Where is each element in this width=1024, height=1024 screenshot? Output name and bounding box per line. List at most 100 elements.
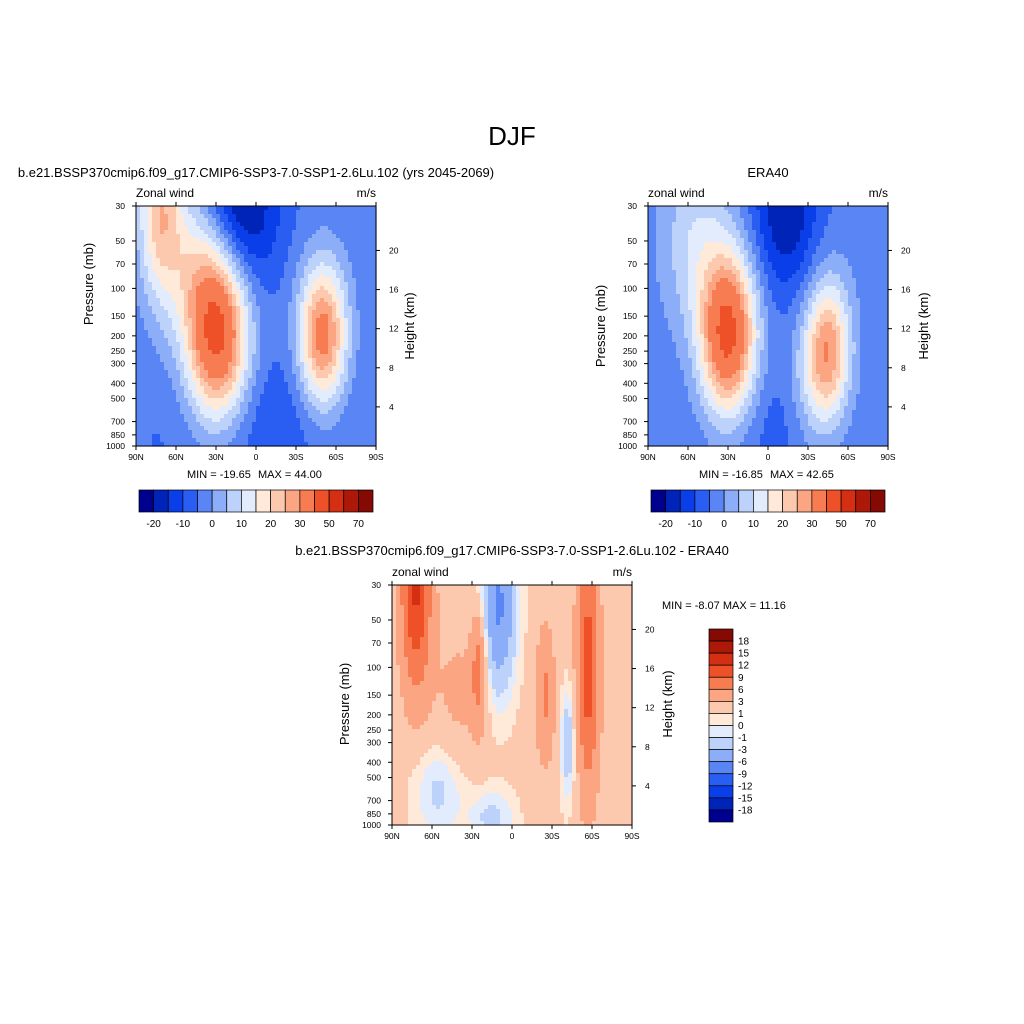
- contour-cell: [236, 222, 241, 227]
- contour-cell: [232, 410, 237, 415]
- contour-cell: [808, 282, 813, 287]
- contour-cell: [796, 230, 801, 235]
- contour-cell: [732, 226, 737, 231]
- contour-cell: [240, 326, 245, 331]
- contour-cell: [160, 406, 165, 411]
- contour-cell: [236, 258, 241, 263]
- contour-cell: [236, 246, 241, 251]
- contour-cell: [272, 354, 277, 359]
- contour-cell: [160, 258, 165, 263]
- contour-cell: [372, 302, 377, 307]
- contour-cell: [856, 286, 861, 291]
- contour-cell: [244, 358, 249, 363]
- contour-cell: [776, 206, 781, 211]
- contour-cell: [696, 286, 701, 291]
- contour-cell: [312, 342, 317, 347]
- contour-cell: [260, 394, 265, 399]
- contour-cell: [136, 382, 141, 387]
- contour-cell: [304, 442, 309, 447]
- contour-cell: [204, 238, 209, 243]
- contour-cell: [296, 318, 301, 323]
- contour-cell: [208, 402, 213, 407]
- contour-cell: [264, 398, 269, 403]
- contour-cell: [160, 318, 165, 323]
- contour-cell: [328, 222, 333, 227]
- contour-cell: [180, 210, 185, 215]
- contour-cell: [152, 282, 157, 287]
- contour-cell: [252, 314, 257, 319]
- contour-cell: [228, 286, 233, 291]
- contour-cell: [784, 206, 789, 211]
- contour-cell: [248, 286, 253, 291]
- contour-cell: [652, 222, 657, 227]
- contour-cell: [656, 262, 661, 267]
- contour-cell: [712, 218, 717, 223]
- contour-cell: [812, 278, 817, 283]
- contour-cell: [164, 246, 169, 251]
- contour-cell: [224, 346, 229, 351]
- contour-cell: [760, 222, 765, 227]
- contour-cell: [308, 210, 313, 215]
- contour-cell: [224, 338, 229, 343]
- contour-cell: [796, 254, 801, 259]
- contour-cell: [292, 266, 297, 271]
- contour-cell: [304, 362, 309, 367]
- contour-cell: [152, 278, 157, 283]
- contour-cell: [196, 402, 201, 407]
- contour-cell: [364, 422, 369, 427]
- contour-cell: [288, 442, 293, 447]
- contour-cell: [676, 270, 681, 275]
- contour-cell: [684, 270, 689, 275]
- contour-cell: [136, 274, 141, 279]
- contour-cell: [332, 302, 337, 307]
- contour-cell: [776, 262, 781, 267]
- contour-cell: [268, 402, 273, 407]
- contour-cell: [648, 270, 653, 275]
- contour-cell: [172, 234, 177, 239]
- contour-cell: [336, 370, 341, 375]
- contour-cell: [308, 402, 313, 407]
- panel2-title: ERA40: [747, 165, 788, 180]
- contour-cell: [236, 238, 241, 243]
- contour-cell: [800, 254, 805, 259]
- contour-cell: [148, 222, 153, 227]
- contour-cell: [228, 386, 233, 391]
- contour-cell: [672, 206, 677, 211]
- contour-cell: [192, 350, 197, 355]
- contour-cell: [768, 210, 773, 215]
- contour-cell: [344, 354, 349, 359]
- contour-cell: [280, 346, 285, 351]
- contour-cell: [740, 218, 745, 223]
- contour-cell: [364, 370, 369, 375]
- contour-cell: [304, 262, 309, 267]
- contour-cell: [264, 230, 269, 235]
- contour-cell: [652, 206, 657, 211]
- contour-cell: [336, 250, 341, 255]
- contour-cell: [308, 434, 313, 439]
- contour-cell: [680, 278, 685, 283]
- contour-cell: [816, 222, 821, 227]
- contour-cell: [784, 274, 789, 279]
- contour-cell: [244, 386, 249, 391]
- contour-cell: [296, 206, 301, 211]
- contour-cell: [740, 206, 745, 211]
- contour-cell: [704, 210, 709, 215]
- contour-cell: [288, 426, 293, 431]
- contour-cell: [180, 358, 185, 363]
- contour-cell: [300, 418, 305, 423]
- contour-cell: [348, 438, 353, 443]
- contour-cell: [360, 358, 365, 363]
- contour-cell: [172, 250, 177, 255]
- contour-cell: [200, 314, 205, 319]
- contour-cell: [308, 350, 313, 355]
- contour-cell: [320, 258, 325, 263]
- contour-cell: [200, 338, 205, 343]
- y-tick-label: 850: [111, 430, 125, 440]
- contour-cell: [856, 282, 861, 287]
- contour-cell: [288, 290, 293, 295]
- contour-cell: [192, 222, 197, 227]
- contour-cell: [332, 310, 337, 315]
- contour-cell: [304, 438, 309, 443]
- contour-cell: [772, 206, 777, 211]
- contour-cell: [764, 282, 769, 287]
